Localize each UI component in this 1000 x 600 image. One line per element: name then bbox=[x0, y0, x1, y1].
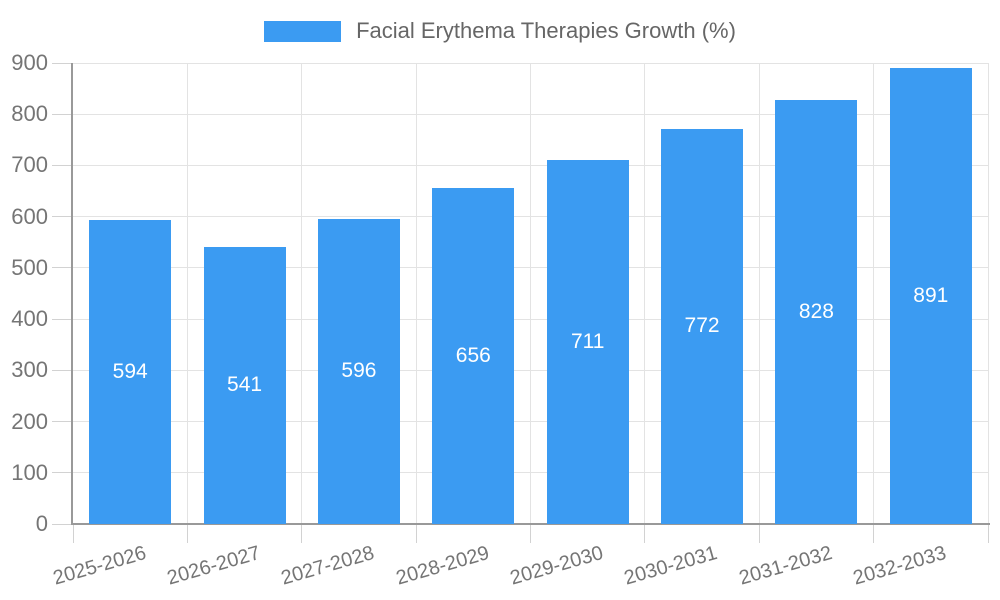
x-gridline bbox=[873, 63, 875, 524]
y-tick-mark bbox=[52, 472, 71, 474]
x-gridline bbox=[415, 63, 417, 524]
x-gridline bbox=[644, 63, 646, 524]
y-axis-tick-label: 200 bbox=[11, 408, 48, 434]
y-tick-mark bbox=[52, 113, 71, 115]
bar[interactable] bbox=[661, 128, 744, 524]
chart-title: Facial Erythema Therapies Growth (%) bbox=[356, 18, 736, 43]
x-gridline bbox=[987, 63, 989, 524]
y-tick-mark bbox=[52, 164, 71, 166]
x-tick-mark bbox=[644, 525, 646, 543]
y-axis-tick-label: 0 bbox=[35, 511, 48, 536]
x-axis-line bbox=[71, 523, 990, 525]
x-axis-tick-label: 2032-2033 bbox=[850, 542, 949, 590]
y-axis-tick-label: 100 bbox=[11, 459, 48, 485]
y-tick-mark bbox=[52, 62, 71, 64]
bar-value-label: 711 bbox=[570, 329, 605, 353]
x-tick-mark bbox=[186, 525, 188, 543]
y-axis-line bbox=[71, 63, 73, 525]
y-axis-tick-label: 500 bbox=[11, 254, 48, 280]
x-axis-tick-label: 2030-2031 bbox=[622, 542, 721, 590]
x-gridline bbox=[186, 63, 188, 524]
x-tick-mark bbox=[987, 525, 989, 543]
x-tick-mark bbox=[301, 525, 303, 543]
y-axis-tick-label: 400 bbox=[11, 306, 48, 332]
y-axis-tick-label: 300 bbox=[11, 357, 48, 383]
bar[interactable] bbox=[89, 219, 172, 524]
legend-swatch bbox=[264, 20, 342, 42]
y-tick-mark bbox=[52, 267, 71, 269]
legend-item[interactable]: Facial Erythema Therapies Growth (%) bbox=[0, 18, 1000, 44]
x-axis-tick-label: 2025-2026 bbox=[50, 542, 149, 590]
y-tick-mark bbox=[52, 369, 71, 371]
bar[interactable] bbox=[775, 99, 858, 524]
x-axis-tick-label: 2028-2029 bbox=[393, 542, 492, 590]
bar[interactable] bbox=[889, 67, 972, 524]
y-axis-tick-label: 700 bbox=[11, 152, 48, 178]
x-gridline bbox=[530, 63, 531, 524]
x-gridline bbox=[758, 63, 760, 524]
bar-value-label: 772 bbox=[684, 314, 720, 338]
y-axis-tick-label: 800 bbox=[11, 101, 48, 127]
x-tick-mark bbox=[530, 525, 531, 543]
bar[interactable] bbox=[203, 246, 286, 524]
bar-value-label: 891 bbox=[913, 283, 949, 307]
bar-value-label: 541 bbox=[227, 373, 263, 397]
x-tick-mark bbox=[873, 525, 875, 543]
x-gridline bbox=[301, 63, 303, 524]
bar-value-label: 596 bbox=[341, 359, 377, 383]
x-axis-tick-label: 2029-2030 bbox=[507, 542, 606, 590]
bar[interactable] bbox=[317, 218, 400, 524]
bar-value-label: 828 bbox=[798, 299, 834, 323]
bar[interactable] bbox=[432, 187, 515, 524]
y-tick-mark bbox=[52, 216, 71, 218]
y-tick-mark bbox=[52, 318, 71, 320]
y-tick-mark bbox=[52, 523, 71, 525]
x-tick-mark bbox=[758, 525, 760, 543]
x-tick-mark bbox=[72, 525, 74, 543]
y-tick-mark bbox=[52, 421, 71, 423]
x-tick-mark bbox=[415, 525, 417, 543]
y-axis-tick-label: 900 bbox=[11, 50, 48, 75]
x-axis-tick-label: 2026-2027 bbox=[164, 542, 263, 590]
bar-value-label: 594 bbox=[112, 359, 148, 383]
x-axis-tick-label: 2031-2032 bbox=[736, 542, 835, 590]
bar-value-label: 656 bbox=[455, 343, 491, 367]
y-axis-tick-label: 600 bbox=[11, 203, 48, 229]
bar[interactable] bbox=[546, 159, 629, 524]
x-axis-tick-label: 2027-2028 bbox=[278, 542, 378, 590]
